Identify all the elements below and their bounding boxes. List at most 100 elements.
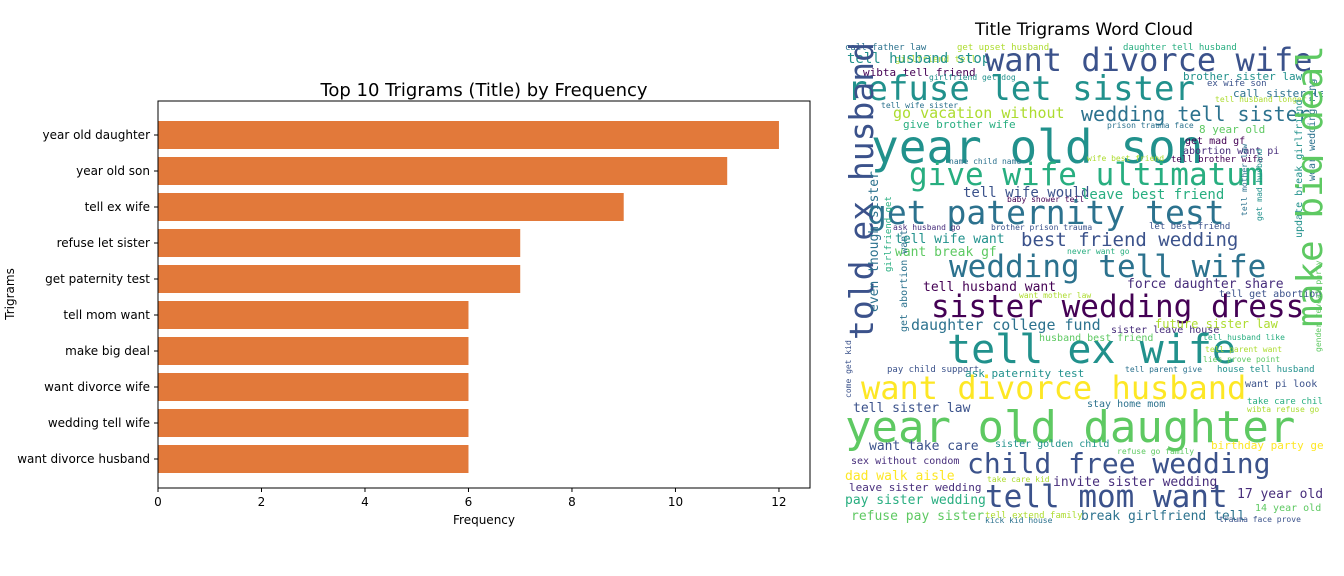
x-tick-label: 2 <box>258 495 266 509</box>
y-axis-label: Trigrams <box>3 268 17 321</box>
bar <box>158 121 779 149</box>
cloud-word: wife best friend <box>1087 154 1165 163</box>
cloud-word: sister leave house <box>1111 325 1220 336</box>
bar <box>158 445 469 473</box>
cloud-word: tell husband want <box>923 280 1057 295</box>
cloud-word: lies prove point <box>1203 355 1281 364</box>
cloud-word: 8 year old <box>1199 123 1266 136</box>
cloud-word: kick kid house <box>985 516 1053 525</box>
wordcloud-title: Title Trigrams Word Cloud <box>974 20 1194 40</box>
cloud-word: get mad husband <box>1255 148 1264 221</box>
cloud-word: trauma face prove <box>1219 515 1301 524</box>
y-tick-label: refuse let sister <box>57 236 150 250</box>
cloud-word: get paternity test <box>867 193 1225 232</box>
x-tick-label: 4 <box>361 495 369 509</box>
cloud-word: invite sister wedding <box>1053 475 1218 490</box>
cloud-word: child free wedding <box>967 447 1271 480</box>
cloud-word: dad walk aisle <box>845 469 955 484</box>
cloud-word: baby shower tell <box>1007 195 1085 204</box>
y-tick-label: tell mom want <box>63 308 150 322</box>
cloud-word: stay home mom <box>1087 399 1166 410</box>
x-ticks: 0 2 4 6 8 10 12 <box>154 488 787 509</box>
cloud-word: daughter college fund <box>911 316 1101 334</box>
cloud-word: take care kid <box>987 475 1050 484</box>
y-tick-label: year old daughter <box>42 128 150 142</box>
cloud-word: year old son <box>871 120 1204 174</box>
cloud-word: tell husband stop <box>847 51 991 67</box>
cloud-word: leave sister wedding <box>849 481 982 494</box>
cloud-word: tell husband like <box>1203 333 1285 342</box>
cloud-word: prison trauma face <box>1107 121 1194 130</box>
bar <box>158 373 469 401</box>
bar <box>158 337 469 365</box>
cloud-word: wedding tell wife <box>949 249 1267 285</box>
x-tick-label: 12 <box>771 495 786 509</box>
cloud-word: tell brother wife <box>1171 155 1264 165</box>
cloud-word: go vacation without <box>893 104 1065 122</box>
cloud-word: tell wife want <box>895 232 1005 247</box>
cloud-word: break girlfriend tell <box>1081 509 1246 524</box>
cloud-word: want pi look <box>1245 379 1318 390</box>
bar-chart: Top 10 Trigrams (Title) by Frequency yea… <box>3 80 811 527</box>
cloud-word: birthday party get <box>1211 439 1323 452</box>
cloud-word: wibta tell friend <box>863 66 976 79</box>
bar <box>158 157 728 185</box>
cloud-word: refuse pay sister <box>851 509 985 524</box>
cloud-word: ex wife son <box>1207 79 1267 89</box>
cloud-word: 17 year old <box>1237 487 1323 502</box>
cloud-word: brother sister law <box>1183 70 1303 83</box>
cloud-word: girlfriend get dog <box>929 73 1016 82</box>
cloud-word: sister golden child <box>995 439 1110 450</box>
cloud-word: get upset husband <box>957 43 1050 53</box>
cloud-word: get abortion want <box>899 229 910 332</box>
x-axis-label: Frequency <box>453 513 515 527</box>
bar <box>158 229 521 257</box>
cloud-word: get mad gf <box>1185 136 1246 147</box>
plot-frame <box>157 100 811 489</box>
cloud-word: girlfriend tell <box>895 55 977 65</box>
cloud-word: tell get abortion <box>1219 289 1322 300</box>
cloud-word: sister wedding dress <box>931 289 1305 325</box>
cloud-word: tell husband longer <box>1215 95 1307 104</box>
cloud-word: give brother wife <box>903 118 1016 131</box>
cloud-word: tell extend family <box>985 511 1083 521</box>
cloud-word: leave best friend <box>1081 187 1225 203</box>
cloud-word: refuse let sister <box>847 69 1195 109</box>
cloud-word: year old daughter <box>845 402 1296 453</box>
cloud-word: tell wife sister <box>881 101 959 110</box>
cloud-word: tell wife would <box>963 185 1090 201</box>
y-tick-label: year old son <box>76 164 150 178</box>
bar <box>158 193 624 221</box>
cloud-word: force daughter share <box>1127 277 1284 292</box>
cloud-word: brother prison trauma <box>991 223 1093 232</box>
bar <box>158 301 469 329</box>
cloud-word: call sister law <box>1233 87 1323 100</box>
chart-title: Top 10 Trigrams (Title) by Frequency <box>319 80 647 101</box>
cloud-word: gender reveal party <box>1314 260 1323 352</box>
cloud-word: tell mom want <box>985 479 1228 515</box>
y-tick-label: get paternity test <box>45 272 150 286</box>
cloud-word: best friend wedding <box>1021 229 1239 251</box>
y-tick-label: tell ex wife <box>85 200 150 214</box>
bars <box>158 121 779 473</box>
cloud-word: want divorce husband <box>861 369 1247 407</box>
cloud-word: wibta refuse go <box>1247 405 1320 414</box>
cloud-word: want divorce wife <box>985 42 1313 79</box>
cloud-word: house tell husband <box>1217 365 1315 375</box>
cloud-word: call father law <box>845 43 927 53</box>
x-tick-label: 10 <box>668 495 683 509</box>
bar <box>158 409 469 437</box>
cloud-word: girlfriend get <box>884 196 894 272</box>
y-tick-labels: year old daughter year old son tell ex wif… <box>17 128 158 466</box>
cloud-word: want mother law <box>1019 291 1092 300</box>
cloud-word: refuse go family <box>1117 447 1195 456</box>
cloud-word: even though sister <box>867 171 882 312</box>
y-tick-label: make big deal <box>65 344 150 358</box>
y-tick-label: wedding tell wife <box>48 416 150 430</box>
cloud-word: daughter tell husband <box>1123 43 1237 53</box>
cloud-word: pay sister wedding <box>845 493 986 508</box>
cloud-word: 14 year old <box>1255 503 1322 514</box>
cloud-word: wedding tell sister <box>1081 102 1310 126</box>
cloud-word: abortion want pi <box>1183 146 1280 157</box>
x-tick-label: 6 <box>465 495 473 509</box>
